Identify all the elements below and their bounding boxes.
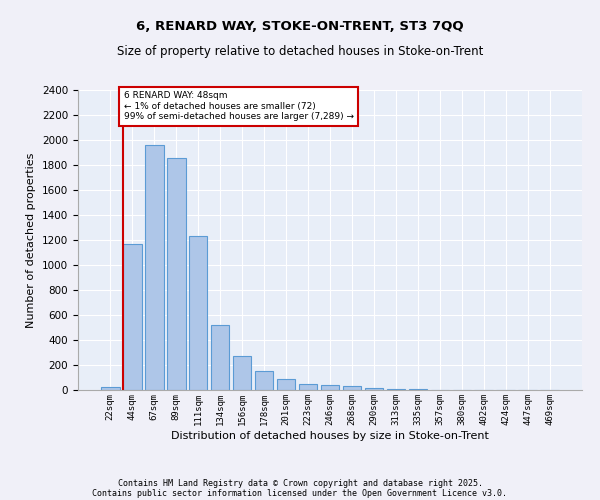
Text: 6, RENARD WAY, STOKE-ON-TRENT, ST3 7QQ: 6, RENARD WAY, STOKE-ON-TRENT, ST3 7QQ [136,20,464,33]
Bar [386,389,405,390]
Bar [277,379,295,390]
Bar [320,385,340,390]
Text: Size of property relative to detached houses in Stoke-on-Trent: Size of property relative to detached ho… [117,45,483,58]
Bar [211,325,229,390]
Bar [343,386,361,390]
Text: Contains HM Land Registry data © Crown copyright and database right 2025.: Contains HM Land Registry data © Crown c… [118,478,482,488]
Bar [145,145,164,390]
Bar [299,384,317,390]
Text: Contains public sector information licensed under the Open Government Licence v3: Contains public sector information licen… [92,488,508,498]
Bar [123,244,142,390]
X-axis label: Distribution of detached houses by size in Stoke-on-Trent: Distribution of detached houses by size … [171,430,489,440]
Bar [101,387,119,390]
Text: 6 RENARD WAY: 48sqm
← 1% of detached houses are smaller (72)
99% of semi-detache: 6 RENARD WAY: 48sqm ← 1% of detached hou… [124,91,354,121]
Bar [167,158,185,390]
Bar [189,236,208,390]
Y-axis label: Number of detached properties: Number of detached properties [26,152,37,328]
Bar [233,356,251,390]
Bar [365,388,383,390]
Bar [255,370,274,390]
